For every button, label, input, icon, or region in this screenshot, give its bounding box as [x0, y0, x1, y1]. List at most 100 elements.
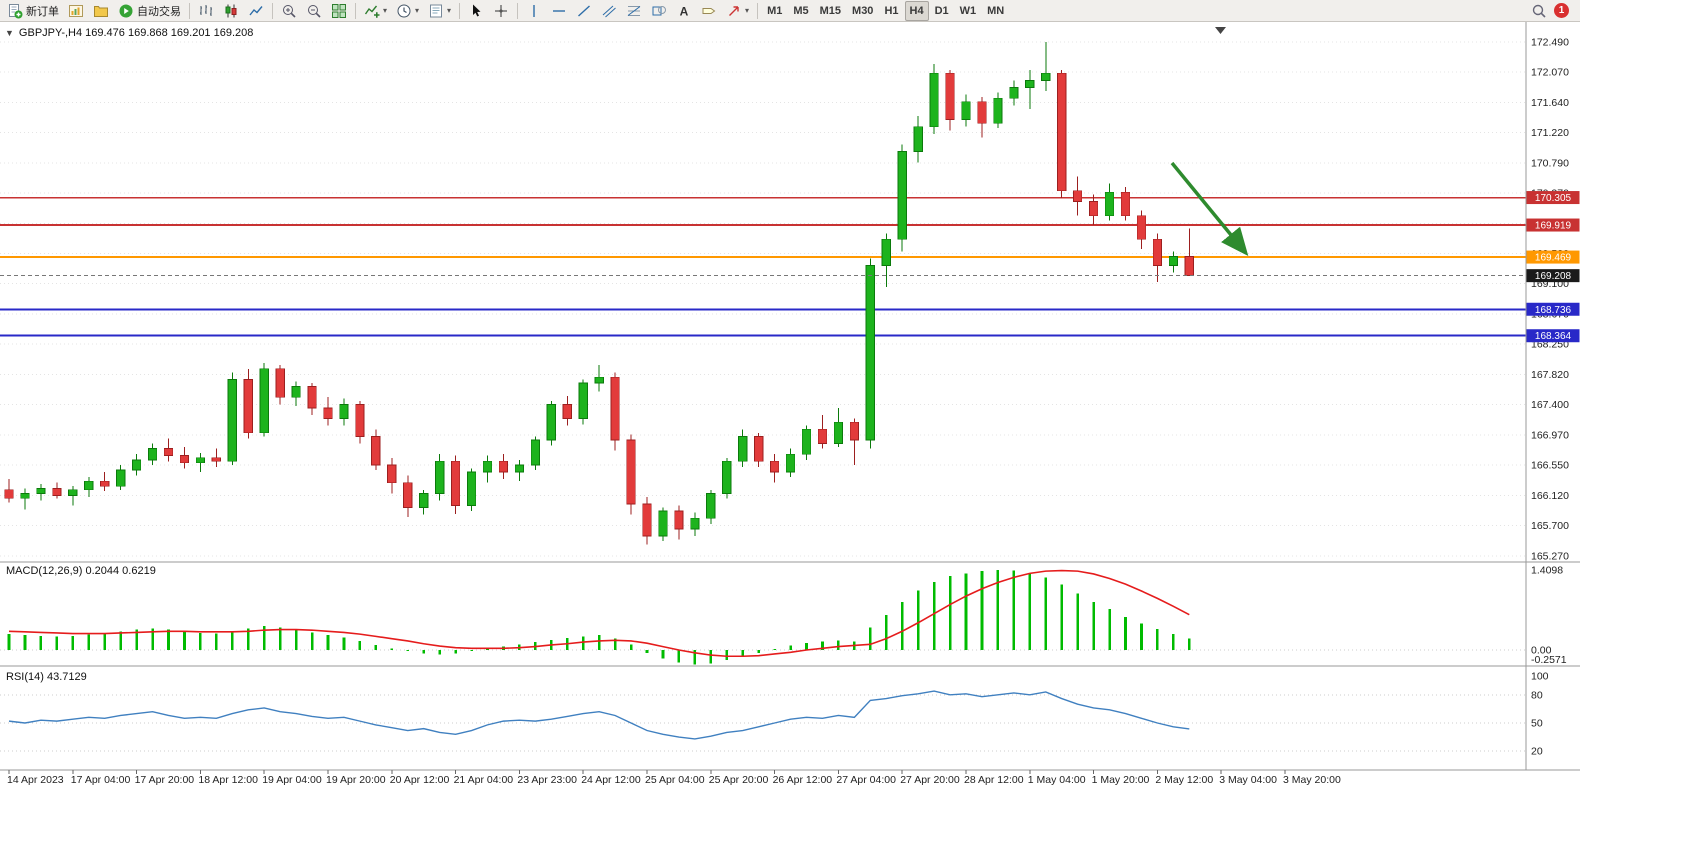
- tile-windows-button[interactable]: [327, 1, 351, 21]
- zoom-in-icon: [283, 4, 296, 18]
- horizontal-line-objects[interactable]: [0, 196, 1526, 337]
- trendline-icon: [578, 4, 591, 17]
- new-order-button[interactable]: 新订单: [3, 1, 63, 21]
- svg-text:1.4098: 1.4098: [1531, 565, 1563, 577]
- timeframe-m5-button[interactable]: M5: [788, 1, 813, 21]
- line-chart-type-button[interactable]: [244, 1, 268, 21]
- timeframe-w1-button[interactable]: W1: [955, 1, 982, 21]
- svg-text:25 Apr 04:00: 25 Apr 04:00: [645, 774, 705, 786]
- search-button[interactable]: [1527, 1, 1551, 21]
- dropdown-caret-icon: ▾: [447, 5, 452, 15]
- svg-text:3 May 20:00: 3 May 20:00: [1283, 774, 1341, 786]
- svg-text:25 Apr 20:00: 25 Apr 20:00: [709, 774, 769, 786]
- shapes-tool-button[interactable]: [647, 1, 671, 21]
- svg-text:167.400: 167.400: [1531, 399, 1569, 411]
- fibonacci-tool-button[interactable]: [622, 1, 646, 21]
- svg-text:165.700: 165.700: [1531, 520, 1569, 532]
- zoom-in-button[interactable]: [277, 1, 301, 21]
- timeframe-m30-button[interactable]: M30: [847, 1, 878, 21]
- zoom-out-button[interactable]: [302, 1, 326, 21]
- svg-text:100: 100: [1531, 671, 1549, 683]
- svg-text:26 Apr 12:00: 26 Apr 12:00: [773, 774, 833, 786]
- label-tool-button[interactable]: [697, 1, 721, 21]
- channel-tool-button[interactable]: [597, 1, 621, 21]
- price-badges: 170.305 169.919 169.469 168.736 168.364 169.2…: [1526, 191, 1580, 343]
- svg-text:169.469: 169.469: [1535, 253, 1572, 264]
- svg-text:-0.2571: -0.2571: [1531, 654, 1567, 666]
- toolbar-separator: [517, 2, 519, 19]
- timeframe-h1-button[interactable]: H1: [879, 1, 903, 21]
- timeframe-m15-button[interactable]: M15: [815, 1, 846, 21]
- candlestick-chart-type-button[interactable]: [219, 1, 243, 21]
- svg-text:169.919: 169.919: [1535, 221, 1572, 232]
- one-click-trading-toggle[interactable]: ▼: [5, 28, 14, 38]
- channel-icon: [602, 5, 616, 17]
- horizontal-line-tool-button[interactable]: [547, 1, 571, 21]
- svg-text:0.00: 0.00: [1531, 645, 1552, 657]
- bar-chart-type-button[interactable]: [194, 1, 218, 21]
- cursor-icon: [473, 4, 481, 16]
- svg-text:172.490: 172.490: [1531, 37, 1569, 49]
- chart-canvas[interactable]: 172.490 172.070 171.640 171.220 170.790 170.3…: [0, 22, 1580, 790]
- svg-text:165.270: 165.270: [1531, 551, 1569, 563]
- svg-text:169.208: 169.208: [1535, 271, 1572, 282]
- svg-text:17 Apr 20:00: 17 Apr 20:00: [135, 774, 195, 786]
- vertical-line-tool-button[interactable]: [522, 1, 546, 21]
- vertical-line-icon: [533, 4, 535, 17]
- svg-text:168.736: 168.736: [1535, 305, 1572, 316]
- zoom-out-icon: [308, 4, 321, 18]
- svg-text:50: 50: [1531, 718, 1543, 730]
- cursor-button[interactable]: [464, 1, 488, 21]
- arrows-icon: [729, 5, 739, 16]
- crosshair-icon: [495, 4, 508, 17]
- search-icon: [1532, 4, 1546, 18]
- new-order-label: 新订单: [26, 5, 59, 18]
- svg-text:19 Apr 04:00: 19 Apr 04:00: [262, 774, 322, 786]
- trendline-tool-button[interactable]: [572, 1, 596, 21]
- svg-text:1 May 20:00: 1 May 20:00: [1092, 774, 1150, 786]
- svg-text:171.640: 171.640: [1531, 97, 1569, 109]
- svg-text:170.305: 170.305: [1535, 193, 1572, 204]
- profiles-button[interactable]: [89, 1, 113, 21]
- toolbar-separator: [757, 2, 759, 19]
- templates-button[interactable]: ▾: [424, 1, 455, 21]
- dropdown-caret-icon: ▾: [415, 5, 420, 15]
- periods-button[interactable]: ▾: [392, 1, 423, 21]
- candlesticks: [4, 42, 1194, 545]
- new-chart-button[interactable]: [64, 1, 88, 21]
- svg-text:17 Apr 04:00: 17 Apr 04:00: [71, 774, 131, 786]
- tile-windows-icon: [332, 3, 346, 18]
- svg-text:19 Apr 20:00: 19 Apr 20:00: [326, 774, 386, 786]
- svg-text:166.970: 166.970: [1531, 429, 1569, 441]
- timeframe-m1-button[interactable]: M1: [762, 1, 787, 21]
- crosshair-button[interactable]: [489, 1, 513, 21]
- indicators-button[interactable]: ▾: [360, 1, 391, 21]
- autotrading-icon: [119, 4, 133, 17]
- toolbar-separator: [189, 2, 190, 19]
- svg-text:171.220: 171.220: [1531, 127, 1569, 139]
- line-chart-type-icon: [249, 5, 263, 15]
- dropdown-caret-icon: ▾: [383, 5, 388, 15]
- timeframe-mn-button[interactable]: MN: [982, 1, 1009, 21]
- notification-badge[interactable]: 1: [1554, 3, 1569, 18]
- text-icon: A: [680, 4, 689, 18]
- time-axis-labels: 14 Apr 2023 17 Apr 04:00 17 Apr 20:00 18 Ap…: [7, 770, 1341, 786]
- timeframe-h4-button[interactable]: H4: [904, 0, 929, 21]
- autotrading-button[interactable]: 自动交易: [114, 1, 185, 21]
- toolbar-separator: [459, 2, 461, 19]
- price-axis-labels: 172.490 172.070 171.640 171.220 170.790 170.3…: [1531, 37, 1569, 758]
- arrow-annotation[interactable]: [1170, 161, 1249, 257]
- text-tool-button[interactable]: A: [672, 1, 696, 21]
- svg-text:167.820: 167.820: [1531, 369, 1569, 381]
- svg-text:170.790: 170.790: [1531, 158, 1569, 170]
- svg-text:14 Apr 2023: 14 Apr 2023: [7, 774, 64, 786]
- svg-text:18 Apr 12:00: 18 Apr 12:00: [198, 774, 258, 786]
- templates-icon: [430, 4, 443, 17]
- macd-signal-line: [8, 569, 1190, 658]
- fibonacci-icon: [627, 5, 641, 16]
- autotrading-label: 自动交易: [137, 5, 181, 18]
- arrows-tool-button[interactable]: ▾: [722, 1, 753, 21]
- svg-text:3 May 04:00: 3 May 04:00: [1219, 774, 1277, 786]
- timeframe-d1-button[interactable]: D1: [930, 1, 954, 21]
- svg-text:166.120: 166.120: [1531, 490, 1569, 502]
